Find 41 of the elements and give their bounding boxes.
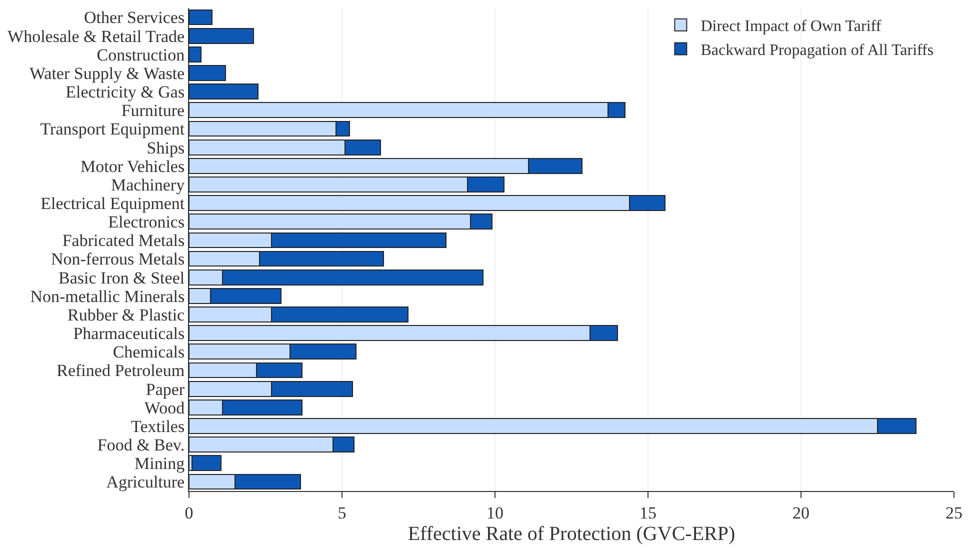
y-tick-label: Basic Iron & Steel	[58, 268, 185, 288]
bar	[189, 9, 212, 26]
y-tick-label: Non-metallic Minerals	[30, 286, 185, 306]
y-tick-label: Food & Bev.	[97, 436, 185, 455]
x-tick-label: 10	[486, 503, 504, 522]
y-tick-label: Furniture	[121, 101, 185, 120]
y-tick-label: Electronics	[108, 212, 185, 232]
y-tick-label: Transport Equipment	[40, 120, 185, 139]
legend-label: Backward Propagation of All Tariffs	[700, 42, 934, 59]
y-tick-label: Electricity & Gas	[66, 82, 185, 102]
y-tick-label: Water Supply & Waste	[29, 64, 185, 83]
y-tick-label: Refined Petroleum	[56, 361, 185, 380]
bar	[189, 46, 202, 62]
x-tick-label: 15	[640, 503, 656, 522]
y-tick-label: Pharmaceuticals	[73, 324, 185, 344]
y-tick-label: Paper	[146, 380, 185, 399]
bar	[189, 28, 254, 44]
y-tick-label: Non-ferrous Metals	[50, 250, 185, 269]
x-tick-label: 25	[946, 503, 962, 522]
bar	[189, 84, 258, 100]
y-tick-label: Ships	[146, 138, 185, 158]
y-tick-label: Motor Vehicles	[80, 156, 185, 176]
bar	[189, 65, 226, 81]
y-tick-label: Other Services	[84, 8, 185, 28]
y-tick-label: Chemicals	[112, 342, 185, 362]
y-tick-label: Wood	[144, 398, 186, 418]
y-tick-label: Textiles	[131, 416, 185, 436]
x-tick-label: 20	[792, 503, 810, 522]
y-tick-label: Agriculture	[106, 472, 185, 492]
y-tick-label: Fabricated Metals	[62, 231, 185, 250]
y-tick-label: Mining	[134, 454, 186, 474]
x-tick-label: 0	[184, 503, 194, 522]
x-tick-label: 5	[338, 503, 346, 522]
legend-label: Direct Impact of Own Tariff	[700, 18, 882, 36]
y-tick-label: Machinery	[110, 175, 186, 194]
y-tick-label: Rubber & Plastic	[67, 305, 186, 324]
bar	[192, 455, 222, 472]
y-tick-label: Electrical Equipment	[40, 194, 185, 214]
x-axis-title: Effective Rate of Protection (GVC-ERP)	[408, 522, 736, 545]
y-tick-label: Wholesale & Retail Trade	[8, 26, 185, 46]
y-tick-label: Construction	[96, 45, 186, 64]
